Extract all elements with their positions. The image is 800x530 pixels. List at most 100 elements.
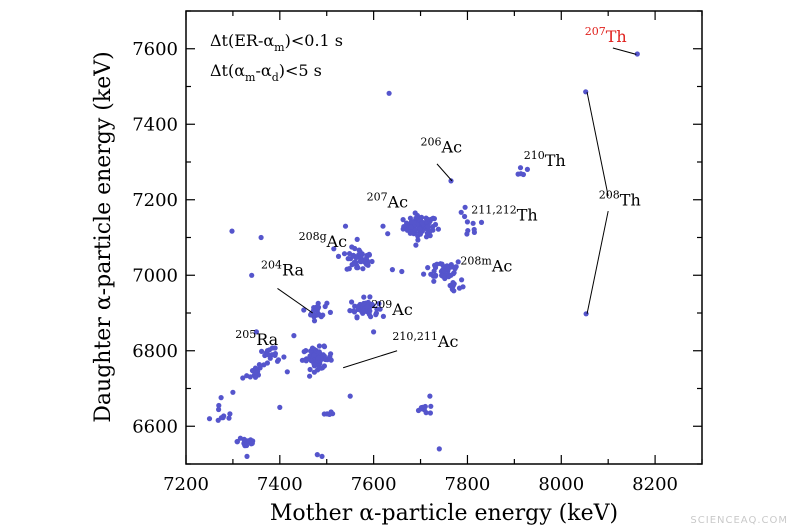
data-point: [316, 349, 322, 355]
data-point: [311, 369, 317, 375]
data-point: [302, 357, 308, 363]
isotope-label: 207Ac: [367, 190, 409, 211]
data-point: [389, 267, 395, 273]
isotope-mass: 210: [524, 149, 545, 162]
data-point: [354, 236, 360, 242]
y-tick-label: 7600: [132, 39, 178, 60]
data-point: [431, 278, 437, 284]
data-point: [216, 406, 222, 413]
data-point: [425, 216, 431, 222]
data-point: [424, 230, 430, 236]
data-point: [241, 436, 247, 442]
isotope-mass: 205: [235, 328, 256, 341]
data-point: [418, 405, 424, 411]
data-point: [301, 307, 307, 313]
data-point: [446, 274, 452, 280]
data-point: [264, 360, 270, 366]
data-point: [419, 220, 425, 226]
data-point: [357, 249, 363, 255]
data-point: [364, 304, 370, 310]
data-point: [413, 215, 419, 221]
data-point: [307, 373, 313, 379]
leader-line: [436, 163, 453, 182]
isotope-symbol: Th: [517, 206, 538, 225]
data-point: [432, 221, 439, 228]
data-point: [253, 329, 259, 335]
data-point: [445, 266, 451, 272]
isotope-symbol: Ra: [256, 330, 278, 349]
data-point: [385, 231, 391, 237]
data-point: [230, 389, 236, 395]
data-point: [315, 304, 321, 310]
data-point: [318, 314, 324, 320]
data-point: [341, 251, 348, 257]
x-tick-label: 7200: [163, 474, 209, 495]
data-point: [430, 273, 437, 279]
data-point: [634, 51, 640, 57]
condition-text: Δt(αm-αd)<5 s: [210, 61, 322, 84]
data-point: [328, 357, 334, 363]
isotope-mass: 208g: [299, 230, 327, 243]
data-point: [459, 277, 465, 283]
data-point: [252, 374, 259, 380]
data-point: [470, 220, 476, 226]
leader-line: [586, 92, 609, 197]
condition-text: Δt(ER-αm)<0.1 s: [210, 31, 343, 54]
data-point: [358, 258, 364, 264]
data-point: [218, 395, 224, 401]
data-point: [310, 312, 316, 318]
isotope-mass: 207: [367, 190, 388, 203]
data-point: [373, 312, 379, 318]
data-point: [327, 309, 333, 315]
data-point: [351, 259, 357, 266]
data-point: [244, 442, 250, 449]
data-point: [425, 265, 431, 271]
data-point: [367, 294, 373, 300]
isotope-mass: 208: [599, 188, 620, 201]
data-point: [347, 256, 354, 262]
data-point: [353, 255, 359, 261]
isotope-mass: 208m: [460, 254, 492, 267]
data-point: [318, 365, 324, 371]
y-axis-title: Daughter α-particle energy (keV): [91, 51, 116, 422]
data-point: [249, 272, 255, 278]
data-point: [428, 403, 434, 409]
x-tick-label: 7800: [445, 474, 491, 495]
data-point: [234, 439, 240, 445]
isotope-mass: 209: [371, 298, 392, 311]
data-point: [226, 415, 232, 421]
data-point: [417, 226, 423, 232]
data-point: [367, 308, 373, 314]
data-point: [524, 166, 531, 172]
isotope-symbol: Ac: [387, 192, 409, 211]
leader-line: [277, 288, 313, 314]
data-point: [436, 446, 442, 452]
data-point: [311, 318, 318, 324]
data-point: [314, 452, 320, 458]
isotope-symbol: Th: [606, 27, 627, 46]
data-point: [462, 204, 468, 210]
isotope-label: 210Th: [524, 149, 566, 170]
isotope-label: 208mAc: [460, 254, 512, 275]
isotope-symbol: Ac: [491, 256, 513, 275]
data-point: [244, 453, 250, 459]
data-point: [427, 410, 433, 416]
data-point: [458, 209, 464, 215]
data-point: [399, 268, 405, 275]
data-point: [249, 440, 255, 446]
data-point: [347, 393, 353, 399]
data-point: [380, 313, 386, 319]
data-point: [425, 224, 432, 230]
data-point: [349, 244, 355, 250]
data-point: [331, 246, 337, 252]
data-point: [404, 220, 410, 226]
data-point: [324, 411, 330, 417]
data-point: [259, 348, 265, 354]
data-point: [374, 306, 380, 312]
isotope-mass: 210,211: [392, 330, 438, 343]
isotope-symbol: Ac: [437, 332, 459, 351]
data-point: [427, 393, 433, 399]
data-point: [412, 227, 419, 233]
isotope-label: 208gAc: [299, 230, 348, 251]
data-point: [256, 362, 262, 368]
